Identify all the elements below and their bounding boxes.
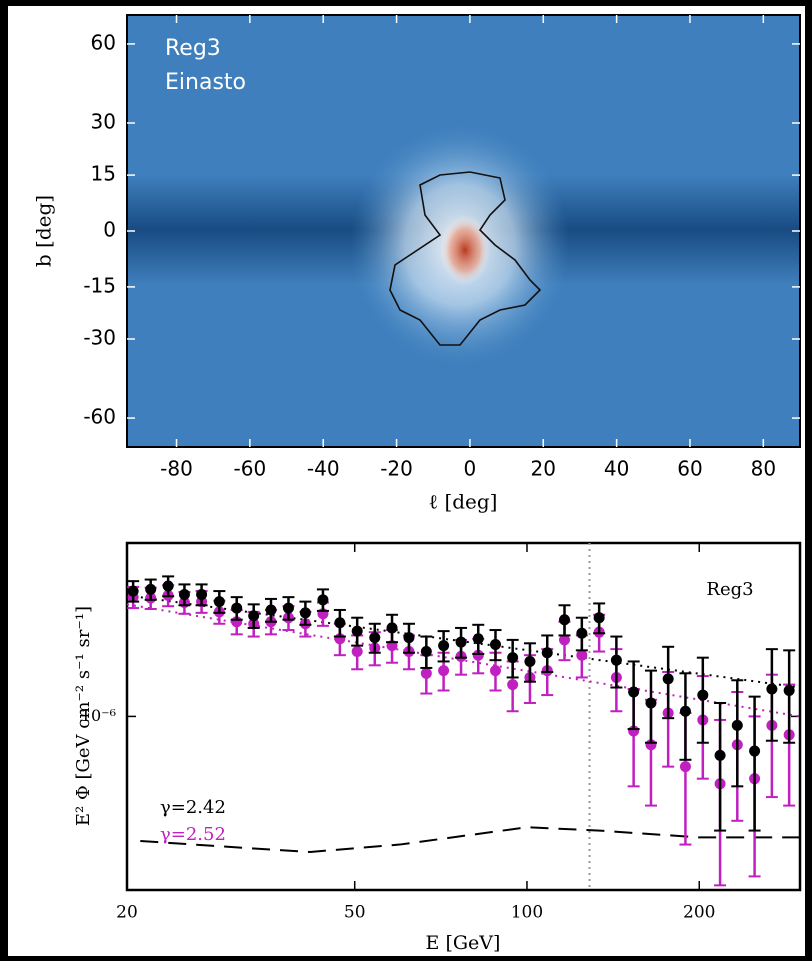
point <box>369 632 381 644</box>
point <box>178 589 190 601</box>
point <box>766 683 778 695</box>
y-tick-label: -30 <box>83 326 116 350</box>
point <box>472 633 484 645</box>
point <box>420 646 432 658</box>
point <box>351 646 363 658</box>
point <box>213 596 225 608</box>
point <box>524 655 536 667</box>
x-tick-label: -80 <box>160 457 193 481</box>
point <box>507 652 519 664</box>
point <box>576 627 588 639</box>
point <box>386 622 398 634</box>
y-tick-label: -15 <box>83 273 116 297</box>
point <box>541 647 553 659</box>
point <box>489 638 501 650</box>
y-tick-label: 10⁻⁶ <box>81 706 116 725</box>
point <box>593 612 605 624</box>
annotation: Reg3 <box>706 579 753 600</box>
x-tick-label: 20 <box>531 457 556 481</box>
contour <box>389 171 542 346</box>
x-tick-label: 0 <box>464 457 477 481</box>
x-tick-label: -60 <box>234 457 267 481</box>
y-axis-label: b [deg] <box>32 195 56 267</box>
x-tick-label: 80 <box>751 457 776 481</box>
annotation: Einasto <box>165 70 246 95</box>
point <box>489 665 501 677</box>
point <box>438 640 450 652</box>
point <box>299 607 311 619</box>
point <box>679 705 691 717</box>
x-tick-label: 100 <box>511 903 543 923</box>
point <box>317 594 329 606</box>
y-tick-label: -60 <box>83 405 116 429</box>
point <box>697 689 709 701</box>
point <box>645 697 657 709</box>
point <box>248 610 260 622</box>
point <box>783 684 795 696</box>
point <box>127 585 139 597</box>
map-image <box>127 15 800 447</box>
point <box>231 602 243 614</box>
point <box>438 665 450 677</box>
model-line <box>140 826 800 853</box>
legend-label: γ=2.42 <box>160 797 226 818</box>
point <box>351 625 363 637</box>
x-axis-label: ℓ [deg] <box>429 490 498 514</box>
x-tick-label: -20 <box>380 457 413 481</box>
point <box>162 580 174 592</box>
y-tick-label: 30 <box>91 110 116 134</box>
y-axis-label: E² Φ [GeV cm⁻² s⁻¹ sr⁻¹] <box>73 606 94 826</box>
point <box>576 649 588 661</box>
x-axis-label: E [GeV] <box>426 932 501 954</box>
point <box>559 614 571 626</box>
point <box>196 589 208 601</box>
y-tick-label: 15 <box>91 162 116 186</box>
point <box>559 634 571 646</box>
annotation: Reg3 <box>165 36 221 61</box>
point <box>749 745 761 757</box>
point <box>731 719 743 731</box>
point <box>403 632 415 644</box>
point <box>610 654 622 666</box>
x-tick-label: 50 <box>344 903 366 923</box>
point <box>662 673 674 685</box>
point <box>455 636 467 648</box>
point <box>628 686 640 698</box>
y-tick-label: 60 <box>91 30 116 54</box>
point <box>679 761 691 773</box>
point <box>145 583 157 595</box>
point <box>282 602 294 614</box>
legend-label: γ=2.52 <box>160 824 226 845</box>
point <box>472 649 484 661</box>
y-tick-label: 0 <box>103 218 116 242</box>
x-tick-label: 200 <box>683 903 715 923</box>
point <box>420 667 432 679</box>
point <box>507 679 519 691</box>
x-tick-label: -40 <box>307 457 340 481</box>
point <box>334 617 346 629</box>
point <box>265 604 277 616</box>
plot-frame <box>125 541 802 892</box>
map-core <box>440 215 490 285</box>
point <box>714 749 726 761</box>
x-tick-label: 20 <box>116 903 138 923</box>
x-tick-label: 40 <box>604 457 629 481</box>
x-tick-label: 60 <box>677 457 702 481</box>
